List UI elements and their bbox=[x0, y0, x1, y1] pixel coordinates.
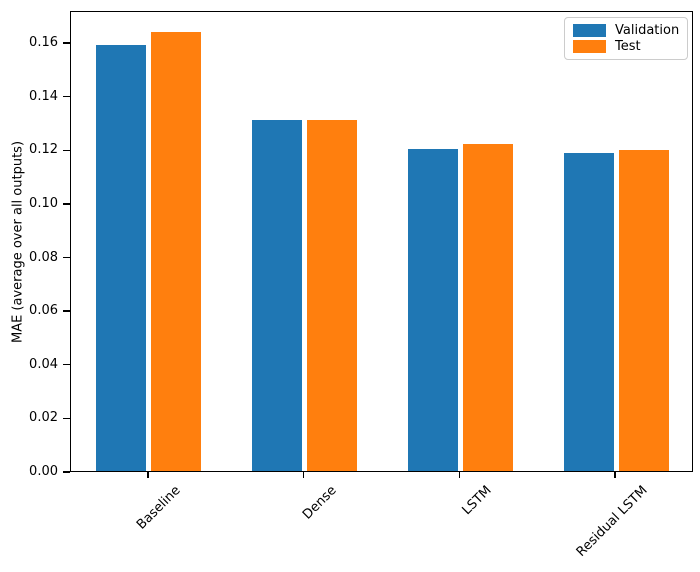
validation-color-swatch bbox=[573, 24, 606, 38]
y-tick-label: 0.12 bbox=[29, 142, 58, 158]
x-tick-label-lstm: LSTM bbox=[459, 483, 495, 519]
bar-test-lstm bbox=[462, 144, 513, 471]
legend-entry-validation: Validation bbox=[573, 23, 679, 39]
x-tick-label-dense: Dense bbox=[299, 483, 340, 523]
legend: Validation Test bbox=[564, 17, 688, 60]
bar-validation-dense bbox=[252, 119, 303, 471]
x-tick-mark bbox=[302, 472, 305, 478]
bar-test-baseline bbox=[151, 31, 202, 471]
y-tick-label: 0.14 bbox=[29, 88, 58, 104]
y-tick-label: 0.02 bbox=[29, 410, 58, 426]
legend-label-test: Test bbox=[615, 38, 641, 54]
y-tick-label: 0.04 bbox=[29, 356, 58, 372]
x-tick-label-residual-lstm: Residual LSTM bbox=[573, 483, 651, 560]
y-tick-label: 0.16 bbox=[29, 35, 58, 51]
bar-test-dense bbox=[307, 120, 358, 471]
bar-test-residual-lstm bbox=[618, 150, 669, 471]
test-color-swatch bbox=[573, 39, 606, 53]
y-tick-mark bbox=[63, 471, 70, 473]
y-tick-mark bbox=[63, 203, 70, 205]
x-tick-label-baseline: Baseline bbox=[133, 483, 184, 533]
y-tick-mark bbox=[63, 364, 70, 366]
y-tick-mark bbox=[63, 42, 70, 44]
y-tick-mark bbox=[63, 96, 70, 98]
y-tick-mark bbox=[63, 149, 70, 152]
bar-validation-residual-lstm bbox=[563, 153, 614, 471]
y-tick-label: 0.00 bbox=[29, 464, 58, 479]
y-tick-label: 0.10 bbox=[29, 195, 58, 211]
y-tick-label: 0.06 bbox=[29, 303, 58, 319]
y-tick-label: 0.08 bbox=[29, 249, 58, 265]
y-tick-mark bbox=[63, 256, 70, 259]
x-tick-mark bbox=[147, 472, 149, 478]
bar-validation-baseline bbox=[96, 44, 147, 471]
legend-entry-test: Test bbox=[573, 39, 679, 55]
x-tick-mark bbox=[614, 472, 616, 478]
bar-validation-lstm bbox=[407, 148, 458, 471]
x-tick-mark bbox=[458, 472, 461, 478]
plot-area bbox=[70, 11, 693, 472]
y-tick-mark bbox=[63, 417, 70, 420]
legend-label-validation: Validation bbox=[615, 23, 680, 39]
y-tick-mark bbox=[63, 310, 70, 312]
